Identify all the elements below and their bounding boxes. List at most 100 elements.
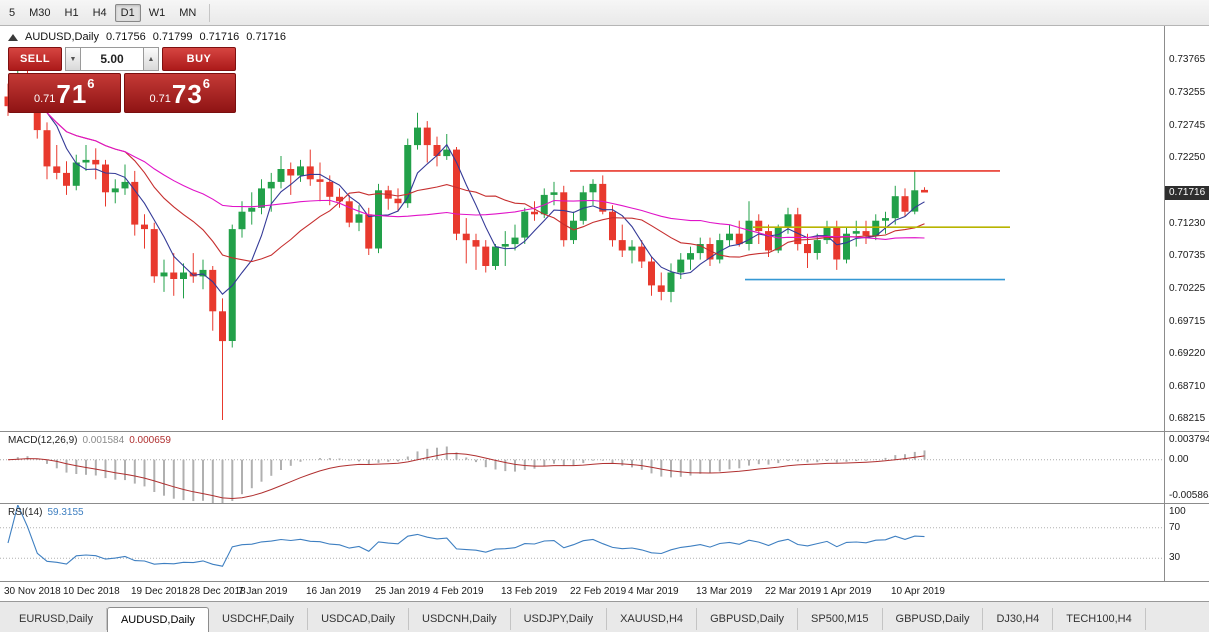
time-axis-label: 22 Feb 2019: [570, 586, 627, 597]
trade-panel-controls: SELL ▼ ▲ BUY: [8, 47, 236, 71]
rsi-line: [7, 505, 925, 567]
ma-medium-line: [7, 88, 925, 263]
timeframe-button-5[interactable]: 5: [9, 6, 16, 19]
chart-tab-usdcad-daily[interactable]: USDCAD,Daily: [308, 608, 410, 630]
rsi-scale-label: 70: [1169, 521, 1181, 533]
ma-slow-line: [7, 88, 925, 240]
buy-button[interactable]: BUY: [162, 47, 236, 71]
price-scale-label: 0.68215: [1169, 413, 1206, 424]
macd-scale-label: 0.003794: [1169, 434, 1209, 445]
macd-histogram: [16, 446, 926, 503]
chart-tab-gbpusd-daily[interactable]: GBPUSD,Daily: [883, 608, 984, 630]
volume-decrease-button[interactable]: ▼: [65, 47, 81, 71]
macd-main-value: 0.001584: [82, 435, 125, 446]
price-scale-label: 0.72250: [1169, 152, 1206, 163]
macd-indicator-label: MACD(12,26,9) 0.001584 0.000659: [8, 435, 171, 446]
trade-panel-prices: 0.71 71 6 0.71 73 6: [8, 73, 236, 113]
chart-open-value: 0.71756: [105, 31, 146, 43]
up-arrow-icon: ▲: [147, 55, 155, 63]
ma-fast-line: [7, 88, 925, 295]
time-axis-label: 1 Apr 2019: [823, 586, 872, 597]
macd-scale-label: 0.00: [1169, 453, 1189, 465]
price-scale-label: 0.70225: [1169, 283, 1206, 294]
time-axis-label: 16 Jan 2019: [306, 586, 362, 597]
rsi-scale-label: 100: [1169, 506, 1186, 517]
price-scale-label: 0.70735: [1169, 250, 1206, 261]
ask-price-display[interactable]: 0.71 73 6: [123, 73, 236, 113]
current-price-marker: 0.71716: [1165, 186, 1209, 200]
price-scale-label: 0.69220: [1169, 348, 1206, 359]
macd-scale-label: -0.005864: [1169, 490, 1209, 501]
down-arrow-icon: ▼: [69, 55, 77, 63]
time-axis-label: 4 Feb 2019: [433, 586, 484, 597]
rsi-indicator-canvas[interactable]: [0, 505, 1164, 581]
chart-high-value: 0.71799: [152, 31, 193, 43]
timeframe-button-m30[interactable]: M30: [29, 6, 51, 19]
rsi-name: RSI(14): [8, 507, 43, 518]
chart-tab-gbpusd-daily[interactable]: GBPUSD,Daily: [697, 608, 799, 630]
timeframe-button-w1[interactable]: W1: [148, 6, 166, 19]
price-scale[interactable]: 0.71716 0.73765 0.73255 0.72745 0.72250 0.71…: [1164, 26, 1209, 581]
one-click-toggle-icon[interactable]: [8, 33, 18, 41]
rsi-indicator-label: RSI(14) 59.3155: [8, 507, 84, 518]
toolbar-separator: [209, 3, 211, 22]
price-scale-label: 0.73765: [1169, 54, 1206, 65]
macd-indicator-canvas[interactable]: [0, 433, 1164, 503]
rsi-scale-label: 30: [1169, 552, 1181, 564]
ask-price-pips: 73: [171, 79, 203, 109]
time-axis-label: 13 Feb 2019: [501, 586, 558, 597]
chart-tab-xauusd-h4[interactable]: XAUUSD,H4: [607, 608, 698, 630]
time-axis-label: 13 Mar 2019: [696, 586, 753, 597]
chart-tab-audusd-daily[interactable]: AUDUSD,Daily: [106, 607, 209, 632]
chart-ohlc-header: AUDUSD,Daily 0.71756 0.71799 0.71716 0.7…: [8, 31, 286, 43]
panel-separator[interactable]: [0, 503, 1209, 504]
sell-button[interactable]: SELL: [8, 47, 62, 71]
chart-tab-usdjpy-daily[interactable]: USDJPY,Daily: [511, 608, 608, 630]
time-axis-label: 22 Mar 2019: [765, 586, 822, 597]
time-axis-label: 28 Dec 2018: [189, 586, 246, 597]
chart-tab-bar: EURUSD,Daily AUDUSD,Daily USDCHF,Daily USDC…: [0, 601, 1209, 632]
ask-price-prefix: 0.71: [149, 93, 171, 105]
time-axis[interactable]: 30 Nov 2018 10 Dec 2018 19 Dec 2018 28 Dec …: [0, 581, 1209, 601]
chart-tab-usdcnh-daily[interactable]: USDCNH,Daily: [409, 608, 511, 630]
time-axis-label: 30 Nov 2018: [4, 586, 61, 597]
timeframe-button-mn[interactable]: MN: [179, 6, 197, 19]
volume-increase-button[interactable]: ▲: [143, 47, 159, 71]
timeframe-button-h4[interactable]: H4: [92, 6, 107, 19]
panel-separator[interactable]: [0, 431, 1209, 432]
price-scale-label: 0.73255: [1169, 87, 1206, 98]
chart-symbol-label: AUDUSD,Daily: [25, 31, 99, 43]
rsi-value: 59.3155: [47, 507, 84, 518]
price-scale-label: 0.72745: [1169, 120, 1206, 131]
timeframe-button-d1[interactable]: D1: [114, 3, 141, 22]
chart-tab-dj30-h4[interactable]: DJ30,H4: [983, 608, 1054, 630]
timeframe-button-h1[interactable]: H1: [64, 6, 79, 19]
price-scale-label: 0.71230: [1169, 218, 1206, 229]
chart-tab-sp500-m15[interactable]: SP500,M15: [798, 608, 883, 630]
chart-close-value: 0.71716: [246, 31, 287, 43]
macd-signal-value: 0.000659: [129, 435, 171, 446]
time-axis-label: 10 Apr 2019: [891, 586, 945, 597]
ask-price-point: 6: [202, 76, 211, 91]
chart-tab-eurusd-daily[interactable]: EURUSD,Daily: [6, 608, 107, 630]
time-axis-label: 7 Jan 2019: [238, 586, 288, 597]
time-axis-label: 25 Jan 2019: [375, 586, 431, 597]
time-axis-label: 19 Dec 2018: [131, 586, 188, 597]
time-axis-label: 10 Dec 2018: [63, 586, 120, 597]
bid-price-display[interactable]: 0.71 71 6: [8, 73, 121, 113]
chart-tab-usdchf-daily[interactable]: USDCHF,Daily: [209, 608, 309, 630]
macd-name: MACD(12,26,9): [8, 435, 78, 446]
timeframe-toolbar: 5 M30 H1 H4 D1 W1 MN: [0, 0, 1209, 26]
chart-window[interactable]: AUDUSD,Daily 0.71756 0.71799 0.71716 0.7…: [0, 26, 1209, 601]
price-scale-label: 0.69715: [1169, 316, 1206, 327]
chart-tab-tech100-h4[interactable]: TECH100,H4: [1053, 608, 1146, 630]
bid-price-prefix: 0.71: [33, 93, 56, 105]
chart-low-value: 0.71716: [199, 31, 240, 43]
price-scale-label: 0.68710: [1169, 381, 1206, 392]
macd-signal-line: [7, 452, 925, 500]
volume-input[interactable]: [81, 47, 143, 71]
bid-price-pips: 71: [56, 79, 88, 109]
bid-price-point: 6: [87, 76, 95, 91]
